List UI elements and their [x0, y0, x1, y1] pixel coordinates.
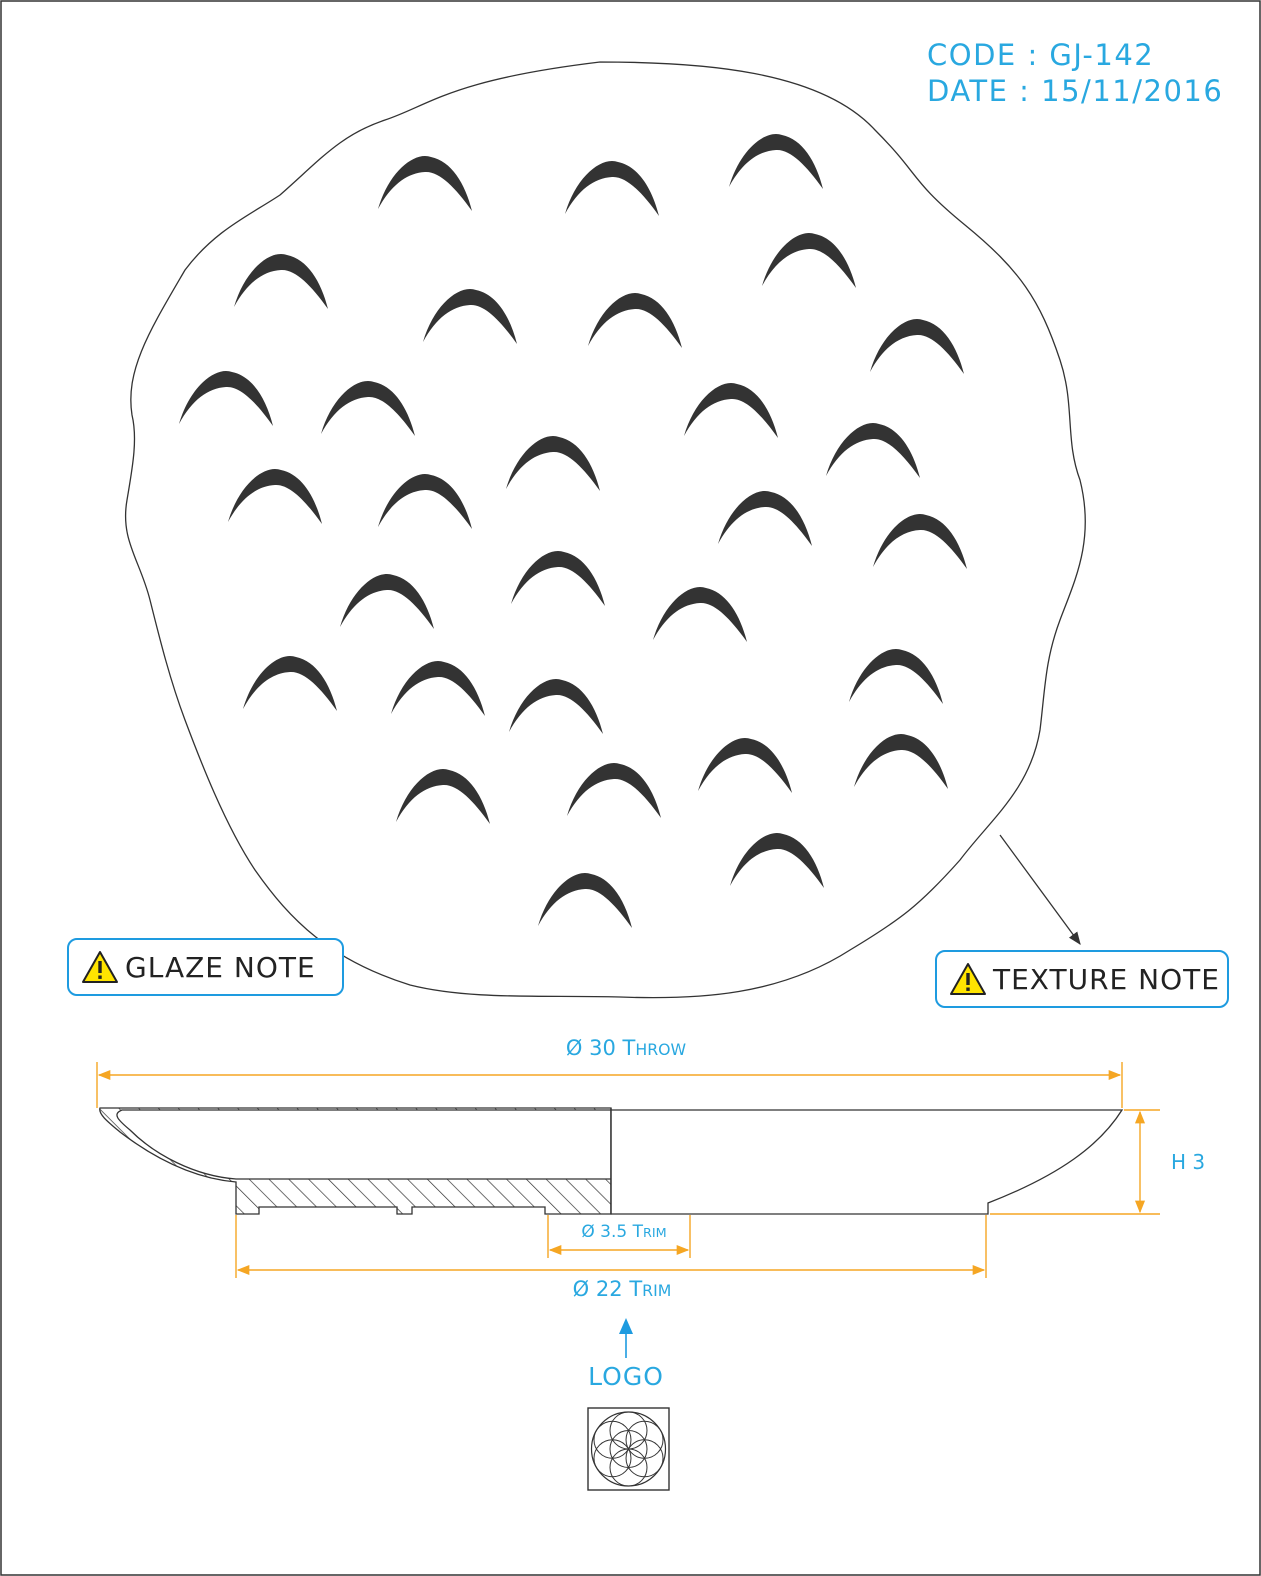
texture-crescent — [509, 678, 603, 734]
texture-crescent — [684, 382, 778, 438]
plate-top-view-outline — [124, 61, 1086, 999]
texture-crescent — [870, 318, 964, 374]
texture-crescent — [762, 232, 856, 288]
texture-note-callout[interactable]: TEXTURE NOTE — [935, 950, 1229, 1008]
texture-marks — [179, 133, 967, 928]
dim-foot-inner — [547, 1215, 691, 1258]
texture-crescent — [849, 648, 943, 704]
drawing-code: CODE : GJ-142 — [927, 38, 1155, 72]
texture-crescent — [243, 655, 337, 711]
plate-cross-section — [99, 1107, 1124, 1215]
texture-crescent — [340, 573, 434, 629]
texture-crescent — [378, 155, 472, 211]
glaze-note-label: GLAZE NOTE — [125, 950, 316, 984]
texture-crescent — [698, 737, 792, 793]
texture-note-label: TEXTURE NOTE — [993, 962, 1220, 996]
texture-crescent — [378, 473, 472, 529]
dim-throw-label: Ø 30 THROW — [565, 1036, 687, 1060]
logo-petal-circle — [625, 1420, 664, 1459]
warning-icon — [950, 963, 986, 995]
texture-crescent — [873, 513, 967, 569]
dim-throw-diameter — [96, 1062, 1123, 1108]
section-inner-cavity — [116, 1109, 612, 1180]
dim-foot-outer-label: Ø 22 TRIM — [572, 1277, 672, 1301]
texture-crescent — [228, 468, 322, 524]
texture-crescent — [826, 422, 920, 478]
texture-leader-arrow — [999, 834, 1081, 946]
logo-pointer-arrow — [619, 1318, 633, 1358]
glaze-note-callout[interactable]: GLAZE NOTE — [67, 938, 344, 996]
section-outline-half — [610, 1109, 1124, 1215]
texture-crescent — [234, 253, 328, 309]
texture-crescent — [321, 380, 415, 436]
texture-crescent — [423, 288, 517, 344]
texture-crescent — [565, 160, 659, 216]
texture-crescent — [730, 832, 824, 888]
texture-crescent — [391, 660, 485, 716]
texture-crescent — [718, 490, 812, 546]
texture-crescent — [179, 370, 273, 426]
texture-crescent — [538, 872, 632, 928]
logo-label: LOGO — [588, 1362, 664, 1391]
texture-crescent — [511, 550, 605, 606]
texture-crescent — [653, 586, 747, 642]
texture-crescent — [854, 733, 948, 789]
texture-crescent — [567, 762, 661, 818]
texture-crescent — [588, 292, 682, 348]
drawing-date: DATE : 15/11/2016 — [927, 74, 1224, 108]
flower-of-life-icon — [587, 1407, 670, 1491]
dim-foot-inner-label: Ø 3.5 TRIM — [581, 1222, 667, 1242]
dim-foot-outer — [235, 1215, 987, 1278]
texture-crescent — [506, 435, 600, 491]
texture-crescent — [396, 768, 490, 824]
dim-height — [990, 1109, 1160, 1215]
dim-height-label: H 3 — [1171, 1150, 1206, 1174]
texture-crescent — [729, 133, 823, 189]
warning-icon — [82, 951, 118, 983]
